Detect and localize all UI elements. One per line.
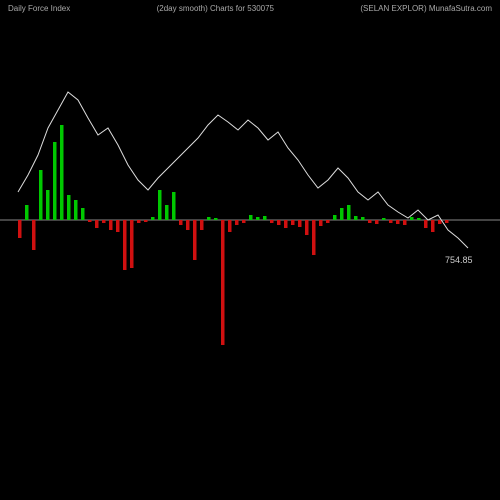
force-bar	[277, 220, 281, 225]
chart-container: 754.85	[0, 20, 500, 480]
force-bar	[263, 216, 267, 220]
force-bar	[333, 215, 337, 220]
force-bar	[312, 220, 316, 255]
title-center-right: (SELAN EXPLOR) MunafaSutra.com	[360, 4, 492, 13]
force-bar	[389, 220, 393, 223]
force-bar	[214, 218, 218, 220]
force-bar	[417, 218, 421, 220]
force-bar	[298, 220, 302, 227]
force-bar	[151, 217, 155, 220]
force-bar	[424, 220, 428, 228]
force-bar	[326, 220, 330, 223]
title-center-left: (2day smooth) Charts for 530075	[157, 4, 274, 13]
force-bar	[109, 220, 113, 230]
force-bar	[67, 195, 71, 220]
force-bar	[228, 220, 232, 232]
force-bar	[242, 220, 246, 223]
force-bar	[81, 208, 85, 220]
force-bar	[39, 170, 43, 220]
force-bar	[18, 220, 22, 238]
force-bar	[88, 220, 92, 222]
force-bar	[179, 220, 183, 225]
force-bar	[438, 220, 442, 224]
force-index-chart	[0, 20, 500, 480]
force-bar	[305, 220, 309, 235]
force-bar	[193, 220, 197, 260]
force-bar	[172, 192, 176, 220]
force-bar	[137, 220, 141, 223]
force-bar	[186, 220, 190, 230]
force-bar	[445, 220, 449, 223]
force-bar	[74, 200, 78, 220]
force-bar	[123, 220, 127, 270]
force-bar	[284, 220, 288, 228]
force-bar	[165, 205, 169, 220]
force-bar	[200, 220, 204, 230]
force-bar	[347, 205, 351, 220]
force-bar	[382, 218, 386, 220]
force-bar	[116, 220, 120, 232]
force-bar	[130, 220, 134, 268]
force-bar	[431, 220, 435, 232]
force-bar	[53, 142, 57, 220]
force-bar	[291, 220, 295, 225]
force-bar	[368, 220, 372, 223]
force-bar	[340, 208, 344, 220]
force-bar	[375, 220, 379, 224]
force-bar	[144, 220, 148, 222]
force-bar	[319, 220, 323, 226]
force-bar	[158, 190, 162, 220]
price-line	[18, 92, 468, 248]
force-bar	[46, 190, 50, 220]
force-bar	[361, 217, 365, 220]
force-bar	[354, 216, 358, 220]
force-bar	[207, 217, 211, 220]
force-bar	[95, 220, 99, 228]
force-bar	[249, 215, 253, 220]
force-bar	[32, 220, 36, 250]
force-bar	[102, 220, 106, 223]
force-bar	[270, 220, 274, 223]
price-label: 754.85	[445, 255, 473, 265]
force-bar	[256, 217, 260, 220]
title-left: Daily Force Index	[8, 4, 70, 13]
chart-header: Daily Force Index (2day smooth) Charts f…	[0, 0, 500, 17]
force-bar	[235, 220, 239, 225]
force-bar	[25, 205, 29, 220]
force-bar	[410, 217, 414, 220]
force-bar	[60, 125, 64, 220]
force-bar	[403, 220, 407, 225]
force-bar	[396, 220, 400, 224]
force-bar	[221, 220, 225, 345]
